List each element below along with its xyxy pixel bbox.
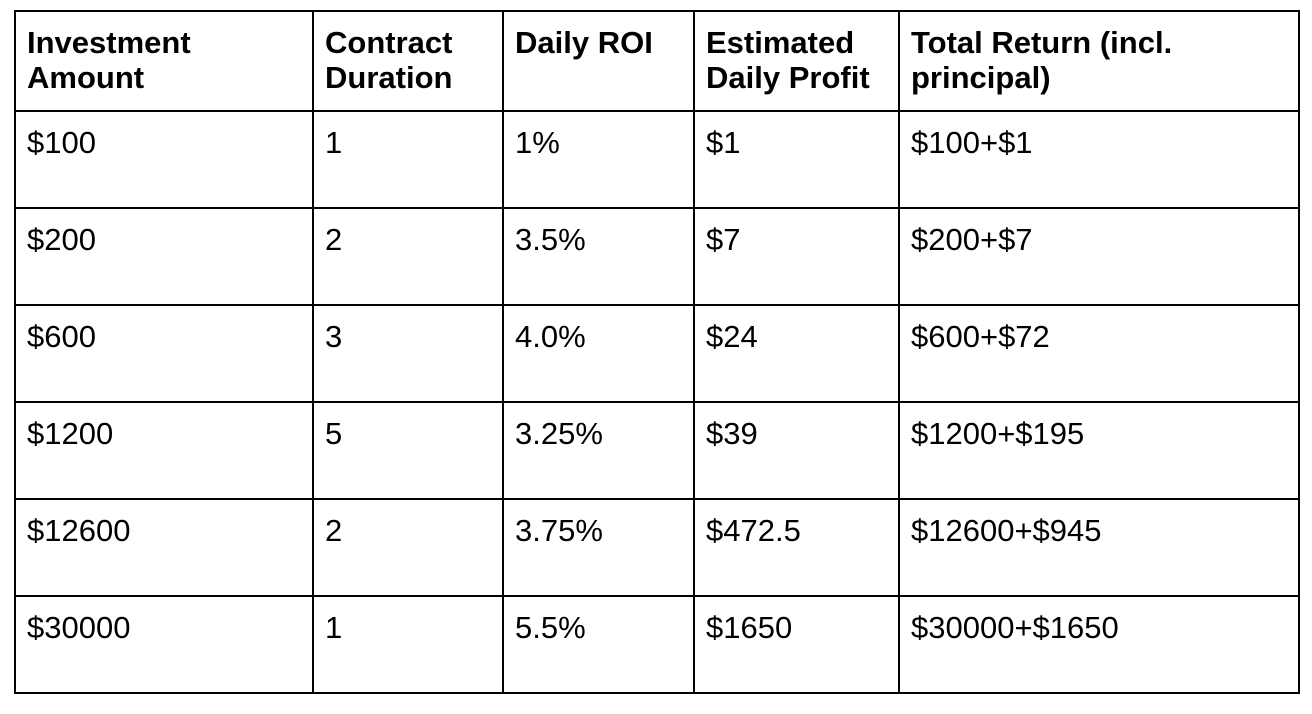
cell-daily-roi: 3.25% [502,401,695,500]
cell-contract-duration: 1 [312,595,504,694]
table-header: Investment Amount Contract Duration Dail… [14,10,1300,112]
column-header-total-return: Total Return (incl. principal) [898,10,1300,112]
cell-total-return: $1200+$195 [898,401,1300,500]
cell-total-return: $30000+$1650 [898,595,1300,694]
cell-total-return: $100+$1 [898,110,1300,209]
cell-contract-duration: 1 [312,110,504,209]
cell-investment-amount: $600 [14,304,314,403]
cell-daily-roi: 1% [502,110,695,209]
cell-estimated-daily-profit: $472.5 [693,498,900,597]
cell-contract-duration: 2 [312,498,504,597]
cell-daily-roi: 3.75% [502,498,695,597]
cell-estimated-daily-profit: $24 [693,304,900,403]
cell-investment-amount: $200 [14,207,314,306]
table-row: $100 1 1% $1 $100+$1 [14,110,1300,209]
investment-plans-table: Investment Amount Contract Duration Dail… [14,10,1300,694]
column-header-estimated-daily-profit: Estimated Daily Profit [693,10,900,112]
cell-estimated-daily-profit: $7 [693,207,900,306]
column-header-investment-amount: Investment Amount [14,10,314,112]
table-row: $200 2 3.5% $7 $200+$7 [14,207,1300,306]
cell-contract-duration: 3 [312,304,504,403]
cell-investment-amount: $12600 [14,498,314,597]
table-row: $600 3 4.0% $24 $600+$72 [14,304,1300,403]
column-header-contract-duration: Contract Duration [312,10,504,112]
cell-investment-amount: $100 [14,110,314,209]
cell-total-return: $200+$7 [898,207,1300,306]
cell-estimated-daily-profit: $39 [693,401,900,500]
cell-daily-roi: 3.5% [502,207,695,306]
cell-daily-roi: 5.5% [502,595,695,694]
cell-investment-amount: $30000 [14,595,314,694]
table-row: $30000 1 5.5% $1650 $30000+$1650 [14,595,1300,694]
cell-contract-duration: 2 [312,207,504,306]
cell-total-return: $600+$72 [898,304,1300,403]
table-body: $100 1 1% $1 $100+$1 $200 2 3.5% $7 $200… [14,110,1300,694]
column-header-daily-roi: Daily ROI [502,10,695,112]
cell-estimated-daily-profit: $1 [693,110,900,209]
cell-total-return: $12600+$945 [898,498,1300,597]
table-row: $12600 2 3.75% $472.5 $12600+$945 [14,498,1300,597]
table-row: $1200 5 3.25% $39 $1200+$195 [14,401,1300,500]
cell-daily-roi: 4.0% [502,304,695,403]
header-row: Investment Amount Contract Duration Dail… [14,10,1300,112]
cell-estimated-daily-profit: $1650 [693,595,900,694]
cell-contract-duration: 5 [312,401,504,500]
cell-investment-amount: $1200 [14,401,314,500]
